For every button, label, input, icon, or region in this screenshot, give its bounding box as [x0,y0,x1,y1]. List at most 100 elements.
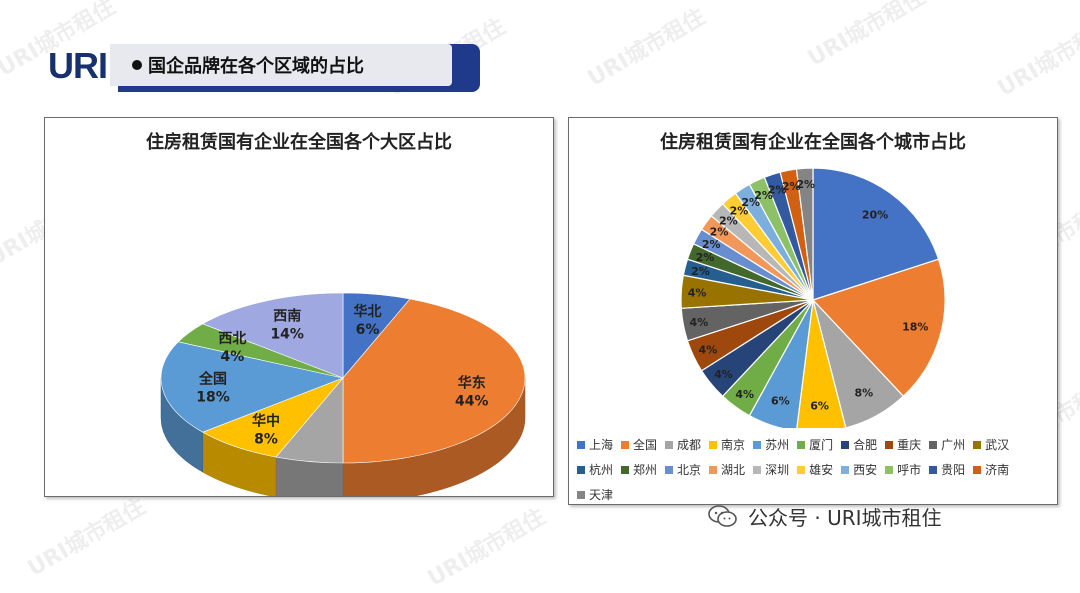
pie-slice [812,167,940,301]
region-chart-panel: 住房租赁国有企业在全国各个大区占比 华北6%华东44%华南6%华中8%全国18%… [44,117,554,497]
chart-title: 住房租赁国有企业在全国各个城市占比 [660,132,966,153]
data-label: 2% [710,226,729,239]
legend-swatch [577,465,585,474]
pie-top-faces [160,292,526,464]
legend-swatch [709,465,718,474]
data-label: 2% [754,189,773,202]
legend-item: 天津 [577,486,613,503]
data-label: 2% [719,214,738,227]
data-label: 4% [735,388,754,401]
legend-swatch [665,440,674,449]
legend-item: 杭州 [577,461,613,478]
legend-item: 呼市 [885,461,921,478]
watermark: URI城市租住 [423,504,550,592]
legend-item: 西安 [841,461,877,478]
legend-label: 西安 [853,463,878,477]
data-label: 2% [741,196,760,209]
legend-label: 杭州 [589,463,614,477]
pie-slice [202,377,344,458]
wechat-icon [708,505,737,527]
legend-swatch [973,465,982,474]
data-label: 6% [810,399,829,412]
legend-label: 湖北 [721,463,746,477]
slice-label: 西北 [218,331,246,347]
legend-label: 成都 [677,438,702,452]
legend-swatch [577,440,585,449]
pie-data-labels: 20%18%8%6%6%4%4%4%4%4%2%2%2%2%2%2%2%2%2%… [688,178,929,412]
legend-item: 贵阳 [929,461,965,478]
section-title: 国企品牌在各个区域的占比 [148,56,364,77]
legend-swatch [929,465,938,474]
watermark: URI城市租住 [583,4,710,92]
legend-label: 南京 [721,438,746,452]
legend-item: 重庆 [885,436,921,453]
legend-label: 雄安 [809,463,834,477]
legend-item: 南京 [709,436,745,453]
legend-swatch [885,465,894,474]
wechat-account: 公众号 · URI城市租住 [708,498,942,534]
data-label: 4% [690,316,709,329]
legend-item: 合肥 [841,436,877,453]
legend-item: 深圳 [753,461,789,478]
legend-item: 郑州 [621,461,657,478]
watermark: URI城市租住 [23,494,150,582]
legend-label: 郑州 [633,463,658,477]
data-label: 6% [356,322,380,338]
slice-label: 全国 [198,371,227,388]
legend-swatch [973,440,982,449]
legend-swatch [621,440,630,449]
chart-legend: 上海 全国 成都 南京 苏州 厦门 合肥 重庆 广州 武汉杭州 郑州 北京 湖北 深圳 雄安 西安 呼市 贵阳 济南… [577,436,1051,503]
legend-item: 广州 [929,436,965,453]
legend-item: 北京 [665,461,701,478]
legend-swatch [885,440,894,449]
legend-swatch [841,440,850,449]
legend-label: 上海 [589,438,614,452]
pie-slice [160,341,345,433]
data-label: 4% [220,349,244,365]
legend-label: 苏州 [765,438,790,452]
pie-slice [202,292,344,379]
legend-swatch [929,440,938,449]
legend-label: 广州 [941,438,966,452]
legend-label: 济南 [985,463,1010,477]
city-pie-chart: 20%18%8%6%6%4%4%4%4%4%2%2%2%2%2%2%2%2%2%… [680,167,946,428]
legend-swatch [753,440,762,449]
slice-label: 西南 [273,308,301,325]
legend-label: 贵阳 [941,463,966,477]
legend-swatch [797,440,806,449]
legend-item: 厦门 [797,436,833,453]
legend-swatch [709,440,718,449]
data-label: 2% [702,238,721,251]
slice-label: 华中 [252,413,280,430]
legend-label: 重庆 [897,438,922,452]
data-label: 2% [730,204,749,217]
chart-title: 住房租赁国有企业在全国各个大区占比 [146,132,452,153]
city-chart-panel: 住房租赁国有企业在全国各个城市占比 20% 18% 8% 6% 6% 4% 4% 4% 4% 4%… [568,117,1058,505]
legend-item: 湖北 [709,461,745,478]
legend-label: 深圳 [765,463,790,477]
section-banner: 国企品牌在各个区域的占比 [110,44,452,86]
legend-item: 武汉 [973,436,1009,453]
data-label: 2% [768,184,787,197]
legend-swatch [841,465,850,474]
pie-slice [795,167,814,301]
legend-swatch [665,465,674,474]
data-label: 18% [196,390,230,406]
legend-label: 天津 [589,488,614,502]
data-label: 44% [455,393,489,409]
watermark: URI城市租住 [803,0,930,72]
data-label: 18% [902,320,928,333]
legend-label: 武汉 [985,438,1010,452]
wechat-account-name: 公众号 · URI城市租住 [748,505,942,530]
legend-label: 北京 [677,463,702,477]
watermark: URI城市租住 [993,14,1080,102]
data-label: 6% [771,394,790,407]
data-label: 14% [270,327,304,343]
legend-swatch [577,490,585,499]
legend-label: 全国 [633,438,658,452]
legend-label: 合肥 [853,438,878,452]
bullet-icon [132,60,142,70]
data-label: 8% [254,432,278,448]
